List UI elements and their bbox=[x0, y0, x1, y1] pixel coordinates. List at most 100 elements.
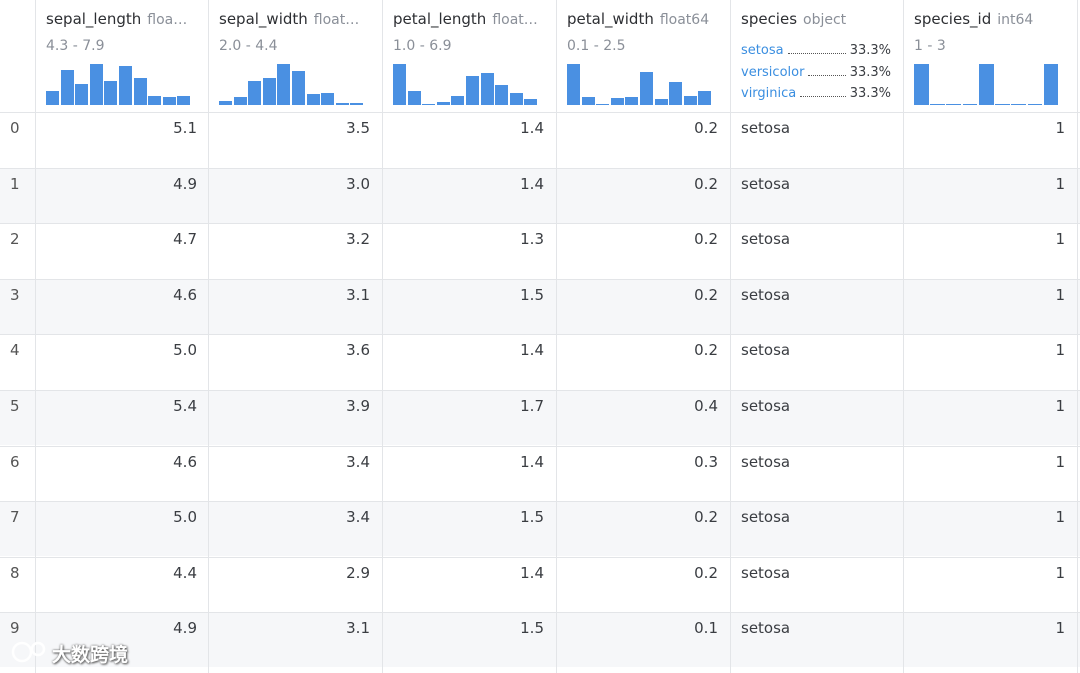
column-divider bbox=[1077, 0, 1078, 673]
table-cell: 1.3 bbox=[520, 230, 544, 249]
table-cell: 5.1 bbox=[173, 119, 197, 137]
column-dtype: float64 bbox=[659, 12, 710, 28]
table-cell: 1 bbox=[1055, 341, 1065, 360]
row-index: 5 bbox=[10, 397, 20, 415]
table-cell: setosa bbox=[741, 508, 791, 527]
histogram-bar bbox=[321, 92, 335, 105]
value-count-percent: 33.3% bbox=[849, 64, 891, 80]
table-cell: 3.4 bbox=[346, 508, 370, 527]
histogram-bar bbox=[119, 65, 133, 105]
row-divider bbox=[0, 278, 1080, 280]
histogram-bar bbox=[683, 96, 697, 105]
value-count: virginica 33.3% bbox=[741, 86, 891, 101]
histogram-bar bbox=[75, 83, 89, 105]
table-cell: 2.9 bbox=[346, 563, 370, 582]
histogram-bar bbox=[962, 103, 978, 105]
column-name-text: species_id bbox=[914, 10, 992, 28]
histogram-bar bbox=[219, 100, 233, 105]
value-count: versicolor 33.3% bbox=[741, 65, 891, 80]
histogram-bar bbox=[1043, 64, 1059, 105]
column-name-text: petal_length bbox=[393, 10, 487, 28]
row-divider bbox=[0, 223, 1080, 225]
row-index: 2 bbox=[10, 230, 20, 249]
table-cell: 5.0 bbox=[173, 508, 197, 527]
histogram-bar bbox=[148, 95, 162, 105]
row-background bbox=[0, 612, 1080, 668]
histogram-bar bbox=[277, 64, 291, 105]
column-dtype: floa… bbox=[147, 12, 188, 28]
table-cell: 0.2 bbox=[694, 230, 718, 249]
histogram-bar bbox=[509, 92, 523, 105]
histogram-bar bbox=[596, 103, 610, 105]
table-cell: 1 bbox=[1055, 452, 1065, 471]
column-name-text: petal_width bbox=[567, 10, 654, 28]
table-cell: 0.3 bbox=[694, 452, 718, 471]
table-cell: 1.4 bbox=[520, 174, 544, 193]
column-dtype: float… bbox=[492, 12, 538, 28]
column-name-text: species bbox=[741, 10, 798, 28]
column-name: petal_width float64 bbox=[567, 10, 721, 28]
table-cell: 0.2 bbox=[694, 341, 718, 360]
table-cell: 1 bbox=[1055, 619, 1065, 638]
table-cell: setosa bbox=[741, 119, 791, 137]
histogram-bar bbox=[610, 98, 624, 105]
column-range: 2.0 - 4.4 bbox=[219, 38, 278, 54]
table-cell: 1 bbox=[1055, 119, 1065, 137]
histogram-bar bbox=[422, 103, 436, 105]
row-index: 1 bbox=[10, 174, 20, 193]
histogram-bar bbox=[451, 96, 465, 105]
table-cell: 1 bbox=[1055, 563, 1065, 582]
histogram-bar bbox=[393, 64, 407, 105]
row-index: 6 bbox=[10, 452, 20, 471]
histogram-bar bbox=[625, 97, 639, 105]
table-cell: setosa bbox=[741, 230, 791, 249]
table-cell: 0.2 bbox=[694, 285, 718, 304]
histogram-bar bbox=[654, 99, 668, 105]
table-cell: 3.9 bbox=[346, 397, 370, 415]
row-divider bbox=[0, 334, 1080, 336]
value-count-label: virginica bbox=[741, 86, 797, 101]
column-range: 1.0 - 6.9 bbox=[393, 38, 452, 54]
table-cell: 4.6 bbox=[173, 285, 197, 304]
histogram-bar bbox=[480, 72, 494, 105]
column-range: 1 - 3 bbox=[914, 38, 946, 54]
histogram-bar bbox=[640, 72, 654, 105]
table-cell: 3.1 bbox=[346, 285, 370, 304]
table-cell: setosa bbox=[741, 452, 791, 471]
histogram-bar bbox=[1027, 103, 1043, 105]
column-name: species_id int64 bbox=[914, 10, 1068, 28]
column-name-text: sepal_width bbox=[219, 10, 308, 28]
row-divider bbox=[0, 445, 1080, 447]
table-cell: 1 bbox=[1055, 397, 1065, 415]
histogram-bar bbox=[407, 90, 421, 105]
column-name: species object bbox=[741, 10, 895, 28]
row-index: 8 bbox=[10, 563, 20, 582]
table-cell: setosa bbox=[741, 563, 791, 582]
column-divider bbox=[35, 0, 36, 673]
row-background bbox=[0, 390, 1080, 445]
value-count-percent: 33.3% bbox=[849, 43, 891, 58]
histogram-bar bbox=[436, 101, 450, 105]
row-divider bbox=[0, 501, 1080, 503]
table-cell: 3.4 bbox=[346, 452, 370, 471]
histogram-bar bbox=[1011, 103, 1027, 105]
table-cell: 4.7 bbox=[173, 230, 197, 249]
histogram-bar bbox=[978, 64, 994, 105]
table-cell: 0.1 bbox=[694, 619, 718, 638]
histogram-bar bbox=[162, 97, 176, 105]
table-cell: 1.5 bbox=[520, 285, 544, 304]
table-cell: 4.6 bbox=[173, 452, 197, 471]
table-cell: setosa bbox=[741, 285, 791, 304]
table-cell: 0.2 bbox=[694, 563, 718, 582]
table-cell: 5.0 bbox=[173, 341, 197, 360]
row-index: 9 bbox=[10, 619, 20, 638]
column-dtype: int64 bbox=[997, 12, 1034, 28]
table-cell: 1.5 bbox=[520, 508, 544, 527]
table-cell: 1.5 bbox=[520, 619, 544, 638]
histogram-bar bbox=[524, 99, 538, 105]
table-cell: 5.4 bbox=[173, 397, 197, 415]
column-name: petal_length float… bbox=[393, 10, 547, 28]
value-count: setosa 33.3% bbox=[741, 43, 891, 58]
histogram-bar bbox=[104, 80, 118, 105]
